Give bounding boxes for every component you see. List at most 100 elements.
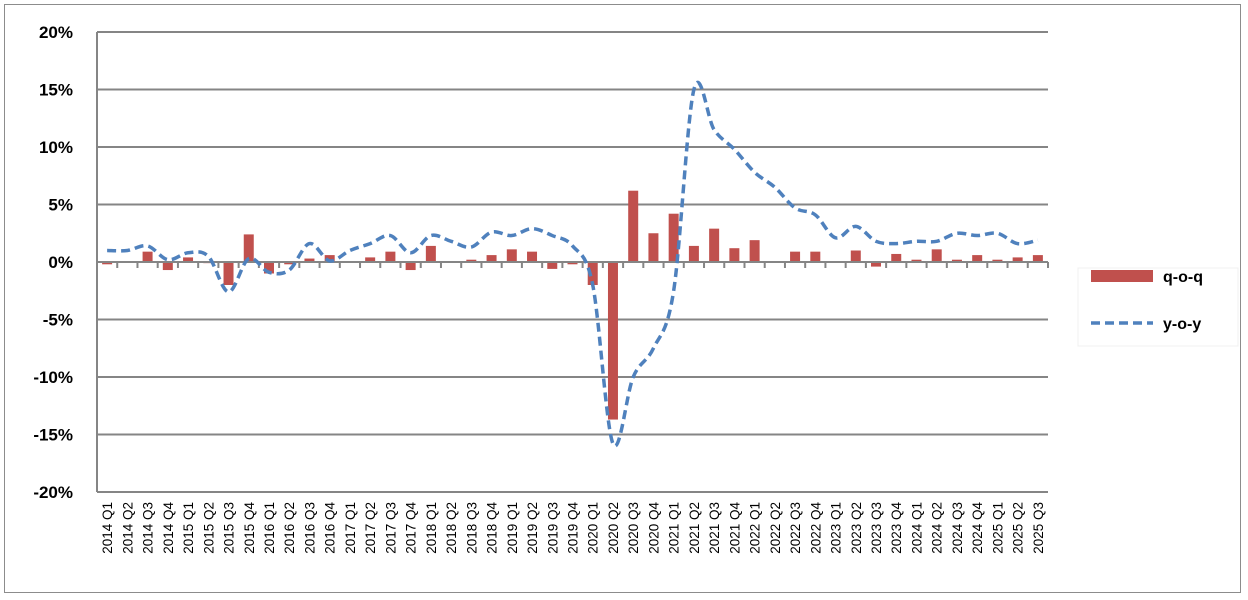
bar-q-o-q bbox=[628, 190, 639, 262]
bar-q-o-q bbox=[790, 251, 801, 262]
x-tick-label: 2018 Q2 bbox=[444, 502, 459, 554]
bar-q-o-q bbox=[587, 262, 598, 285]
x-tick-label: 2023 Q1 bbox=[829, 502, 844, 554]
x-tick-label: 2018 Q4 bbox=[485, 502, 500, 554]
x-tick-label: 2015 Q4 bbox=[242, 502, 257, 554]
x-tick-label: 2018 Q3 bbox=[464, 502, 479, 554]
bar-q-o-q bbox=[871, 262, 882, 267]
bar-q-o-q bbox=[183, 257, 194, 262]
bar-q-o-q bbox=[385, 251, 396, 262]
bar-q-o-q bbox=[951, 259, 962, 262]
y-tick-label: 15% bbox=[39, 81, 73, 100]
y-tick-label: 5% bbox=[48, 196, 73, 215]
bar-q-o-q bbox=[486, 255, 497, 262]
x-tick-label: 2023 Q2 bbox=[849, 502, 864, 554]
x-tick-label: 2023 Q3 bbox=[869, 502, 884, 554]
bar-q-o-q bbox=[547, 262, 558, 269]
bar-q-o-q bbox=[972, 255, 983, 262]
x-tick-label: 2017 Q2 bbox=[363, 502, 378, 554]
x-tick-label: 2014 Q3 bbox=[141, 502, 156, 554]
x-tick-label: 2021 Q4 bbox=[727, 502, 742, 554]
bar-q-o-q bbox=[891, 253, 902, 262]
x-tick-label: 2021 Q3 bbox=[707, 502, 722, 554]
bar-q-o-q bbox=[527, 251, 538, 262]
x-tick-label: 2020 Q4 bbox=[646, 502, 661, 554]
x-tick-label: 2020 Q3 bbox=[626, 502, 641, 554]
x-tick-label: 2022 Q2 bbox=[768, 502, 783, 554]
y-tick-label: -20% bbox=[33, 483, 73, 502]
y-tick-label: 20% bbox=[39, 23, 73, 42]
bar-q-o-q bbox=[365, 257, 376, 262]
legend-label-y-o-y: y-o-y bbox=[1163, 316, 1201, 333]
legend-swatch-q-o-q bbox=[1091, 270, 1153, 282]
line-path-y-o-y bbox=[107, 80, 1039, 448]
bar-q-o-q bbox=[709, 228, 720, 262]
x-tick-label: 2025 Q2 bbox=[1011, 502, 1026, 554]
y-tick-label: 0% bbox=[48, 253, 73, 272]
x-tick-label: 2024 Q4 bbox=[970, 502, 985, 554]
bar-q-o-q bbox=[567, 262, 578, 265]
x-axis-ticks: 2014 Q1 2014 Q2 2014 Q3 2014 Q4 2015 Q1 2015 … bbox=[100, 502, 1046, 554]
x-tick-label: 2020 Q1 bbox=[586, 502, 601, 554]
x-tick-label: 2023 Q4 bbox=[889, 502, 904, 554]
y-tick-label: 10% bbox=[39, 138, 73, 157]
y-axis-ticks: -20% -15% -10% -5% 0% 5% 10% 15% 20% bbox=[33, 23, 73, 502]
x-tick-label: 2017 Q3 bbox=[383, 502, 398, 554]
bar-q-o-q bbox=[911, 259, 922, 262]
x-tick-label: 2015 Q2 bbox=[201, 502, 216, 554]
x-tick-label: 2016 Q2 bbox=[282, 502, 297, 554]
x-tick-label: 2016 Q1 bbox=[262, 502, 277, 554]
bar-q-o-q bbox=[931, 249, 942, 262]
bar-q-o-q bbox=[1012, 257, 1023, 262]
bar-q-o-q bbox=[425, 245, 436, 262]
bar-q-o-q bbox=[668, 213, 679, 262]
bar-q-o-q bbox=[284, 262, 295, 265]
x-tick-label: 2018 Q1 bbox=[424, 502, 439, 554]
x-tick-label: 2021 Q2 bbox=[687, 502, 702, 554]
x-tick-label: 2016 Q3 bbox=[302, 502, 317, 554]
x-tick-label: 2024 Q3 bbox=[950, 502, 965, 554]
x-tick-label: 2025 Q3 bbox=[1031, 502, 1046, 554]
x-tick-label: 2019 Q4 bbox=[566, 502, 581, 554]
bar-q-o-q bbox=[850, 250, 861, 262]
x-tick-label: 2022 Q1 bbox=[748, 502, 763, 554]
y-tick-label: -5% bbox=[43, 311, 73, 330]
x-tick-label: 2015 Q3 bbox=[222, 502, 237, 554]
x-tick-label: 2019 Q3 bbox=[545, 502, 560, 554]
x-tick-label: 2014 Q1 bbox=[100, 502, 115, 554]
bar-q-o-q bbox=[688, 245, 699, 262]
x-tick-label: 2019 Q2 bbox=[525, 502, 540, 554]
y-tick-label: -10% bbox=[33, 368, 73, 387]
x-tick-label: 2022 Q4 bbox=[808, 502, 823, 554]
x-tick-label: 2014 Q2 bbox=[120, 502, 135, 554]
bar-q-o-q bbox=[506, 249, 517, 262]
bar-q-o-q bbox=[304, 258, 315, 262]
legend: q-o-q y-o-y bbox=[1077, 267, 1239, 347]
y-tick-label: -15% bbox=[33, 426, 73, 445]
bars-q-o-q bbox=[102, 190, 1043, 420]
bar-q-o-q bbox=[648, 233, 659, 262]
x-tick-label: 2025 Q1 bbox=[990, 502, 1005, 554]
x-tick-label: 2017 Q4 bbox=[404, 502, 419, 554]
x-tick-label: 2021 Q1 bbox=[667, 502, 682, 554]
line-y-o-y bbox=[107, 80, 1039, 448]
x-tick-label: 2024 Q2 bbox=[930, 502, 945, 554]
bar-q-o-q bbox=[1032, 255, 1043, 262]
bar-q-o-q bbox=[263, 262, 274, 274]
bar-q-o-q bbox=[223, 262, 234, 285]
bar-q-o-q bbox=[992, 259, 1003, 262]
bar-q-o-q bbox=[749, 240, 760, 262]
chart-frame bbox=[4, 4, 1241, 593]
bar-q-o-q bbox=[102, 262, 113, 265]
bar-q-o-q bbox=[810, 251, 821, 262]
bar-q-o-q bbox=[324, 255, 335, 262]
bar-q-o-q bbox=[405, 262, 416, 271]
x-tick-label: 2019 Q1 bbox=[505, 502, 520, 554]
x-tick-label: 2024 Q1 bbox=[909, 502, 924, 554]
x-tick-label: 2022 Q3 bbox=[788, 502, 803, 554]
bar-q-o-q bbox=[729, 248, 740, 262]
x-tick-label: 2014 Q4 bbox=[161, 502, 176, 554]
x-tick-label: 2020 Q2 bbox=[606, 502, 621, 554]
bar-q-o-q bbox=[243, 234, 254, 262]
